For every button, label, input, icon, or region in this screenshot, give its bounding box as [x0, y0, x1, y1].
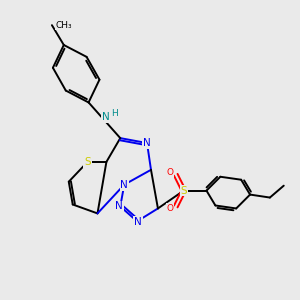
Text: N: N — [116, 202, 123, 212]
Text: N: N — [101, 112, 109, 122]
Text: N: N — [120, 180, 128, 190]
Text: H: H — [111, 109, 118, 118]
Text: S: S — [84, 157, 91, 167]
Text: O: O — [166, 204, 173, 213]
Text: N: N — [143, 138, 151, 148]
Text: CH₃: CH₃ — [56, 21, 73, 30]
Text: S: S — [180, 186, 187, 196]
Text: N: N — [134, 217, 142, 227]
Text: O: O — [166, 168, 173, 177]
